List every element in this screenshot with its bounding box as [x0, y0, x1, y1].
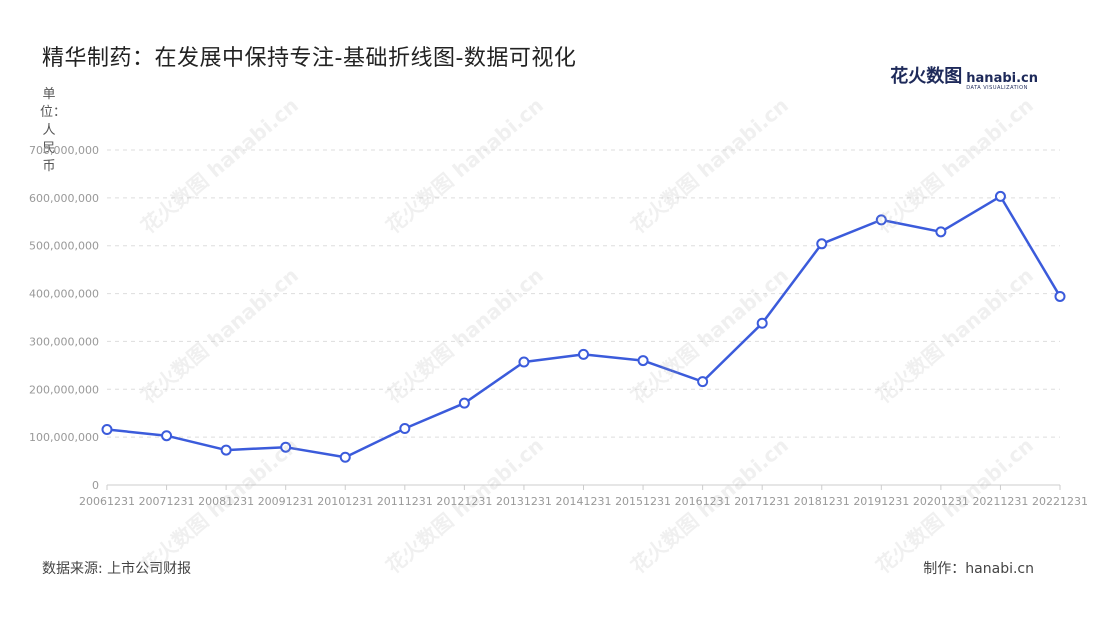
x-tick-label: 20151231	[615, 495, 671, 508]
maker-credit: 制作：hanabi.cn	[923, 561, 1034, 577]
logo-en-text: hanabi.cn	[966, 71, 1038, 86]
data-point	[935, 226, 947, 238]
logo-sub-text: DATA VISUALIZATION	[966, 85, 1028, 91]
data-point	[399, 423, 411, 435]
x-tick-label: 20221231	[1032, 495, 1088, 508]
data-point	[280, 441, 292, 453]
data-point	[220, 444, 232, 456]
x-tick-label: 20081231	[198, 495, 254, 508]
y-tick-label: 700,000,000	[29, 144, 99, 157]
data-point	[816, 238, 828, 250]
x-tick-label: 20061231	[79, 495, 135, 508]
data-point	[458, 397, 470, 409]
y-tick-label: 0	[92, 479, 99, 492]
y-tick-label: 600,000,000	[29, 192, 99, 205]
data-point	[518, 356, 530, 368]
data-point	[1054, 290, 1066, 302]
data-point	[637, 355, 649, 367]
data-point	[578, 348, 589, 360]
brand-logo: 花火数图 hanabi.cn DATA VISUALIZATION	[890, 62, 1038, 91]
y-tick-label: 200,000,000	[29, 383, 99, 396]
x-tick-label: 20201231	[913, 495, 969, 508]
data-point	[697, 376, 709, 388]
x-tick-label: 20111231	[377, 495, 433, 508]
data-source: 数据来源: 上市公司财报	[42, 561, 192, 577]
data-point	[339, 451, 351, 463]
y-tick-label: 400,000,000	[29, 288, 99, 301]
data-point	[161, 430, 173, 442]
series-line	[106, 195, 1062, 459]
data-point	[756, 317, 768, 329]
y-tick-label: 100,000,000	[29, 431, 99, 444]
x-tick-label: 20071231	[139, 495, 195, 508]
x-tick-label: 20171231	[734, 495, 790, 508]
x-tick-label: 20181231	[794, 495, 850, 508]
x-tick-label: 20191231	[853, 495, 909, 508]
logo-en-block: hanabi.cn DATA VISUALIZATION	[966, 72, 1038, 91]
logo-cn-text: 花火数图	[890, 66, 963, 87]
x-tick-label: 20091231	[258, 495, 314, 508]
x-tick-label: 20211231	[972, 495, 1028, 508]
data-point	[875, 214, 887, 226]
y-tick-label: 500,000,000	[29, 240, 99, 253]
x-tick-label: 20101231	[317, 495, 373, 508]
x-tick-label: 20141231	[556, 495, 612, 508]
y-tick-label: 300,000,000	[29, 335, 99, 348]
x-tick-label: 20161231	[675, 495, 731, 508]
x-tick-label: 20131231	[496, 495, 552, 508]
x-tick-label: 20121231	[436, 495, 492, 508]
data-point	[994, 190, 1006, 202]
data-point	[101, 423, 113, 435]
chart-title: 精华制药：在发展中保持专注-基础折线图-数据可视化	[42, 46, 577, 71]
